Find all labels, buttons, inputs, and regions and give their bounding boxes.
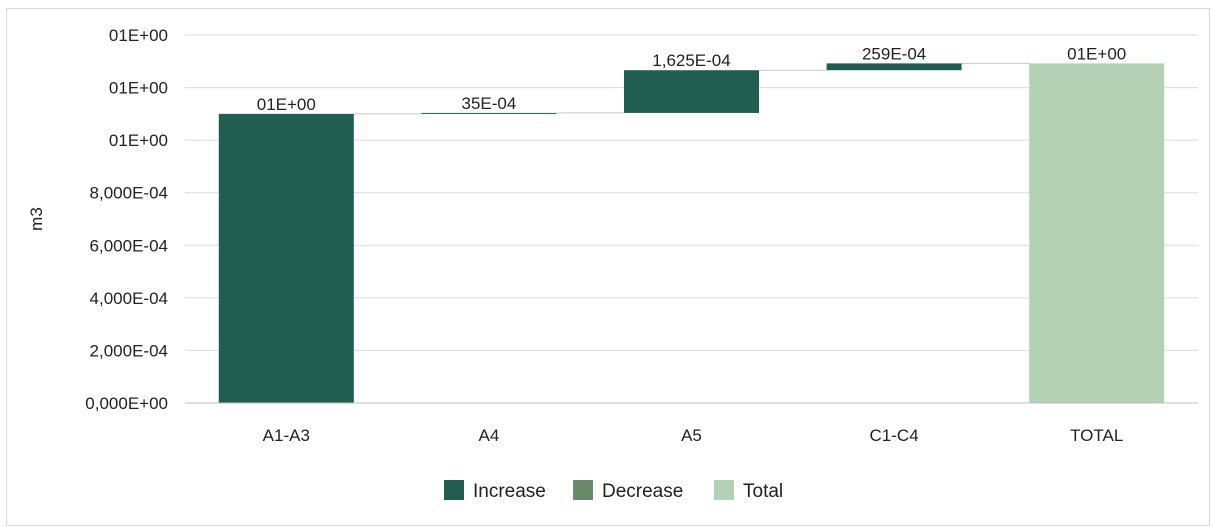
data-label-a1-a3: 01E+00 bbox=[257, 95, 316, 114]
data-label-total: 01E+00 bbox=[1067, 44, 1126, 63]
legend-swatch bbox=[573, 480, 593, 500]
data-labels: 01E+00 35E-04 1,625E-04 259E-04 01E+00 bbox=[257, 44, 1126, 113]
legend-label: Decrease bbox=[602, 481, 683, 502]
y-tick-label: 0,000E+00 bbox=[85, 394, 168, 413]
legend: Increase Decrease Total bbox=[444, 480, 783, 502]
legend-label: Total bbox=[743, 481, 783, 502]
bars bbox=[218, 63, 1165, 403]
bar-c1-c4 bbox=[826, 63, 962, 71]
legend-swatch bbox=[444, 480, 464, 500]
y-tick-labels: 0,000E+00 2,000E-04 4,000E-04 6,000E-04 8,00… bbox=[85, 26, 168, 413]
bar-a4 bbox=[421, 112, 557, 114]
data-label-a4: 35E-04 bbox=[461, 94, 516, 113]
y-tick-label: 8,000E-04 bbox=[90, 184, 168, 203]
bar-a1-a3 bbox=[218, 113, 354, 403]
legend-swatch bbox=[714, 480, 734, 500]
y-axis-title: m3 bbox=[27, 207, 46, 231]
y-tick-label: 01E+00 bbox=[109, 131, 168, 150]
bar-total bbox=[1029, 63, 1165, 403]
connector-lines bbox=[353, 62, 1030, 115]
legend-item-decrease: Decrease bbox=[573, 480, 683, 502]
x-tick-label: A4 bbox=[479, 426, 500, 445]
chart-frame bbox=[6, 8, 1210, 526]
data-label-a5: 1,625E-04 bbox=[652, 51, 730, 70]
x-tick-label: A5 bbox=[681, 426, 702, 445]
y-tick-label: 6,000E-04 bbox=[90, 236, 168, 255]
y-tick-label: 4,000E-04 bbox=[90, 289, 168, 308]
y-tick-label: 01E+00 bbox=[109, 79, 168, 98]
y-tick-label: 2,000E-04 bbox=[90, 341, 168, 360]
bar-a5 bbox=[624, 70, 759, 113]
y-tick-label: 01E+00 bbox=[109, 26, 168, 45]
data-label-c1-c4: 259E-04 bbox=[862, 44, 926, 63]
x-tick-label: TOTAL bbox=[1070, 426, 1123, 445]
legend-item-increase: Increase bbox=[444, 480, 546, 502]
legend-label: Increase bbox=[473, 481, 546, 502]
x-tick-labels: A1-A3 A4 A5 C1-C4 TOTAL bbox=[263, 426, 1124, 445]
x-tick-label: C1-C4 bbox=[870, 426, 919, 445]
x-tick-label: A1-A3 bbox=[263, 426, 310, 445]
legend-item-total: Total bbox=[714, 480, 783, 502]
